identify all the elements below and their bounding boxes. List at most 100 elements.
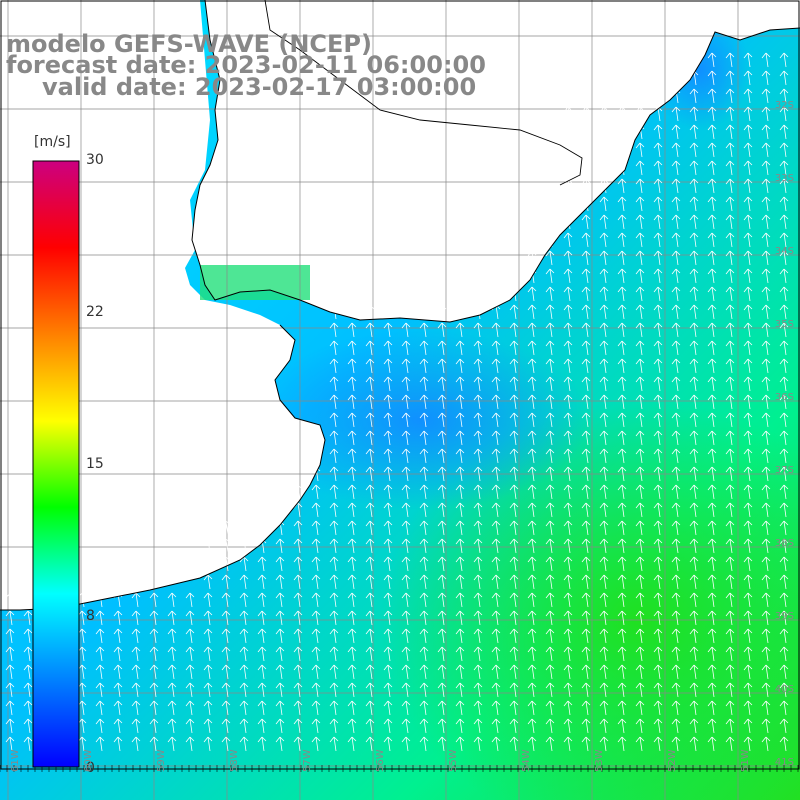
wind-arrow (509, 718, 519, 734)
wind-arrow (527, 484, 537, 500)
wind-arrow (455, 664, 465, 680)
wind-arrow (437, 718, 447, 734)
wind-arrow (491, 556, 501, 572)
wind-arrow (725, 178, 735, 194)
wind-arrow (401, 340, 411, 356)
wind-arrow (329, 592, 339, 608)
wind-arrow (509, 340, 519, 356)
wind-arrow (671, 70, 681, 86)
wind-arrow (671, 520, 681, 536)
wind-arrow (257, 664, 267, 680)
wind-arrow (725, 682, 735, 698)
wind-arrow (707, 322, 717, 338)
wind-arrow (437, 700, 447, 716)
wind-arrow (563, 574, 573, 590)
wind-arrow (725, 340, 735, 356)
wind-arrow (275, 556, 285, 572)
wind-arrow (725, 358, 735, 374)
wind-arrow (509, 520, 519, 536)
wind-arrow (725, 520, 735, 536)
wind-arrow (23, 664, 33, 680)
wind-arrow (707, 484, 717, 500)
wind-arrow (437, 358, 447, 374)
wind-arrow (635, 142, 645, 158)
latitude-label: 33S (774, 173, 794, 184)
wind-arrow (257, 610, 267, 626)
wind-arrow (347, 466, 357, 482)
wind-arrow (779, 106, 789, 122)
wind-arrow (653, 556, 663, 572)
wind-arrow (617, 214, 627, 230)
wind-arrow (491, 592, 501, 608)
wind-arrow (653, 268, 663, 284)
wind-arrow (689, 250, 699, 266)
wind-arrow (581, 646, 591, 662)
wind-arrow (347, 592, 357, 608)
wind-arrow (725, 250, 735, 266)
wind-arrow (725, 286, 735, 302)
latitude-label: 32S (774, 100, 794, 111)
wind-arrow (689, 664, 699, 680)
wind-arrow (437, 466, 447, 482)
wind-arrow (707, 250, 717, 266)
wind-arrow (599, 700, 609, 716)
wind-arrow (761, 304, 771, 320)
wind-arrow (635, 466, 645, 482)
wind-arrow (455, 376, 465, 392)
wind-arrow (257, 592, 267, 608)
wind-arrow (653, 178, 663, 194)
wind-arrow (581, 556, 591, 572)
wind-arrow (689, 538, 699, 554)
wind-arrow (689, 592, 699, 608)
wind-arrow (203, 718, 213, 734)
wind-arrow (455, 520, 465, 536)
wind-arrow (689, 448, 699, 464)
wind-arrow (635, 610, 645, 626)
wind-arrow (455, 718, 465, 734)
wind-arrow (5, 628, 15, 644)
wind-arrow (383, 376, 393, 392)
wind-arrow (383, 700, 393, 716)
wind-arrow (167, 700, 177, 716)
wind-arrow (455, 682, 465, 698)
wind-arrow (725, 124, 735, 140)
wind-arrow (653, 124, 663, 140)
wind-arrow (671, 322, 681, 338)
wind-arrow (617, 538, 627, 554)
wind-arrow (545, 520, 555, 536)
wind-arrow (635, 502, 645, 518)
wind-arrow (671, 628, 681, 644)
wind-arrow (545, 412, 555, 428)
latitude-label: 39S (774, 611, 794, 622)
wind-arrow (419, 322, 429, 338)
wind-arrow (113, 718, 123, 734)
wind-arrow (635, 124, 645, 140)
wind-arrow (347, 358, 357, 374)
wind-arrow (473, 394, 483, 410)
wind-arrow (617, 574, 627, 590)
wind-arrow (779, 628, 789, 644)
wind-arrow (761, 592, 771, 608)
wind-arrow (725, 556, 735, 572)
wind-arrow (599, 628, 609, 644)
wind-arrow (149, 700, 159, 716)
wind-arrow (779, 592, 789, 608)
wind-arrow (653, 736, 663, 752)
wind-arrow (725, 214, 735, 230)
wind-arrow (779, 178, 789, 194)
wind-arrow (635, 358, 645, 374)
wind-arrow (419, 358, 429, 374)
wind-arrow (599, 322, 609, 338)
wind-arrow (563, 700, 573, 716)
wind-arrow (347, 718, 357, 734)
wind-arrow (743, 610, 753, 626)
wind-arrow (725, 268, 735, 284)
wind-arrow (671, 700, 681, 716)
wind-arrow (743, 502, 753, 518)
wind-arrow (635, 520, 645, 536)
wind-arrow (617, 556, 627, 572)
wind-arrow (527, 682, 537, 698)
wind-arrow (167, 736, 177, 752)
wind-arrow (527, 412, 537, 428)
wind-arrow (365, 304, 375, 320)
